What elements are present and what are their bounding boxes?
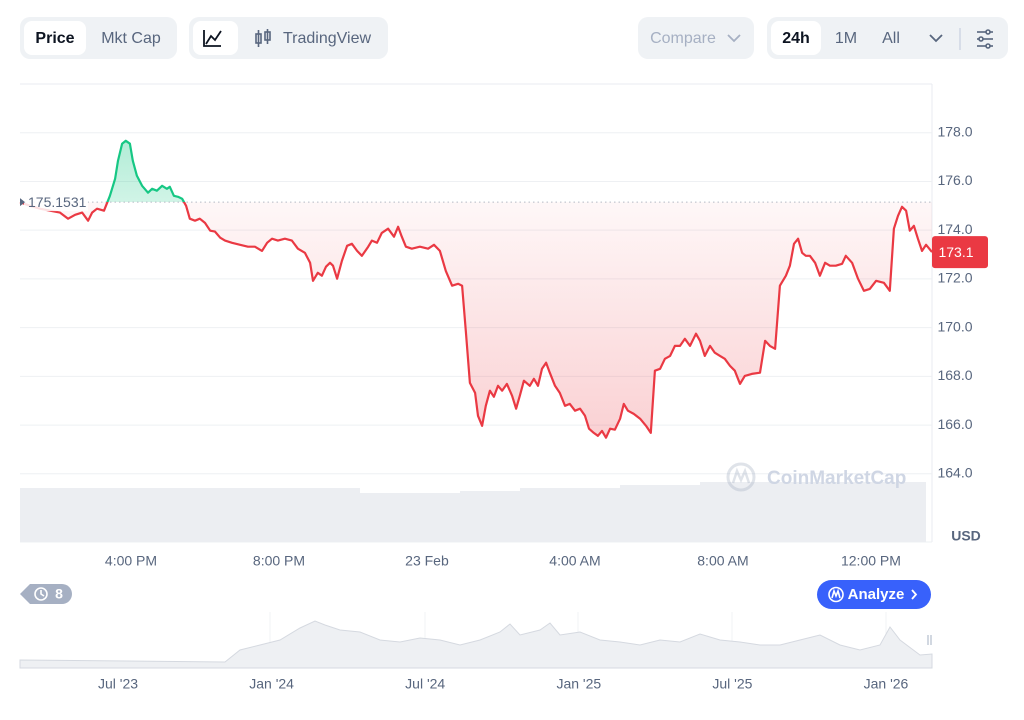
x-tick-label: 12:00 PM: [841, 553, 901, 569]
volume-bars: [20, 482, 926, 542]
x-tick-label: 4:00 AM: [549, 553, 600, 569]
watermark-text: CoinMarketCap: [767, 468, 906, 489]
range-all[interactable]: All: [882, 30, 900, 47]
y-tick-label: 166.0: [937, 416, 972, 432]
y-tick-label: 170.0: [937, 318, 972, 334]
y-tick-label: 168.0: [937, 367, 972, 383]
tab-active: [24, 21, 86, 55]
x-tick-label: 8:00 AM: [697, 553, 748, 569]
navigator: [19, 612, 933, 669]
y-tick-label: 172.0: [937, 270, 972, 286]
navigator-label: Jan '24: [249, 676, 294, 692]
settings-icon[interactable]: [977, 29, 993, 49]
price-area: [20, 140, 932, 438]
range-1m[interactable]: 1M: [835, 30, 857, 47]
range-group: [767, 17, 1008, 59]
events-badge[interactable]: [20, 584, 72, 604]
compare-label: Compare: [650, 30, 716, 47]
navigator-label: Jul '25: [712, 676, 752, 692]
analyze-icon: [828, 586, 844, 603]
range-chevron[interactable]: [929, 34, 943, 43]
analyze-label: Analyze: [848, 586, 905, 603]
price-tag: [932, 236, 988, 269]
navigator-label: Jan '26: [864, 676, 909, 692]
line-icon: [203, 30, 222, 47]
y-tick-label: 178.0: [937, 123, 972, 139]
baseline-label: 175.1531: [28, 194, 87, 210]
analyze-button[interactable]: [817, 580, 931, 609]
watermark: [726, 462, 756, 492]
history-icon: [34, 587, 48, 601]
baseline-label-bg: [24, 193, 88, 212]
tab-mktcap[interactable]: Mkt Cap: [101, 30, 161, 47]
y-tick-label: 164.0: [937, 464, 972, 480]
y-tick-label: 176.0: [937, 172, 972, 188]
navigator-label: Jul '24: [405, 676, 445, 692]
x-tick-label: 8:00 PM: [253, 553, 305, 569]
analyze-chevron: [911, 589, 918, 600]
price-line: [19, 139, 933, 439]
tool-group: [189, 17, 388, 59]
navigator-label: Jan '25: [556, 676, 601, 692]
baseline-marker: [20, 198, 25, 207]
range-24h[interactable]: 24h: [782, 30, 810, 47]
x-tick-label: 4:00 PM: [105, 553, 157, 569]
navigator-label: Jul '23: [98, 676, 138, 692]
x-tick-label: 23 Feb: [405, 553, 449, 569]
unit-label: USD: [951, 528, 981, 544]
price-tag-label: 173.1: [938, 244, 973, 260]
compare-dropdown[interactable]: [638, 17, 754, 59]
y-tick-label: 174.0: [937, 221, 972, 237]
chevron: [727, 34, 741, 43]
tab-price[interactable]: Price: [35, 30, 74, 47]
range-active: [771, 21, 821, 55]
candle-icon: [255, 29, 271, 47]
events-count: 8: [55, 586, 63, 602]
tradingview-button[interactable]: TradingView: [283, 30, 371, 47]
